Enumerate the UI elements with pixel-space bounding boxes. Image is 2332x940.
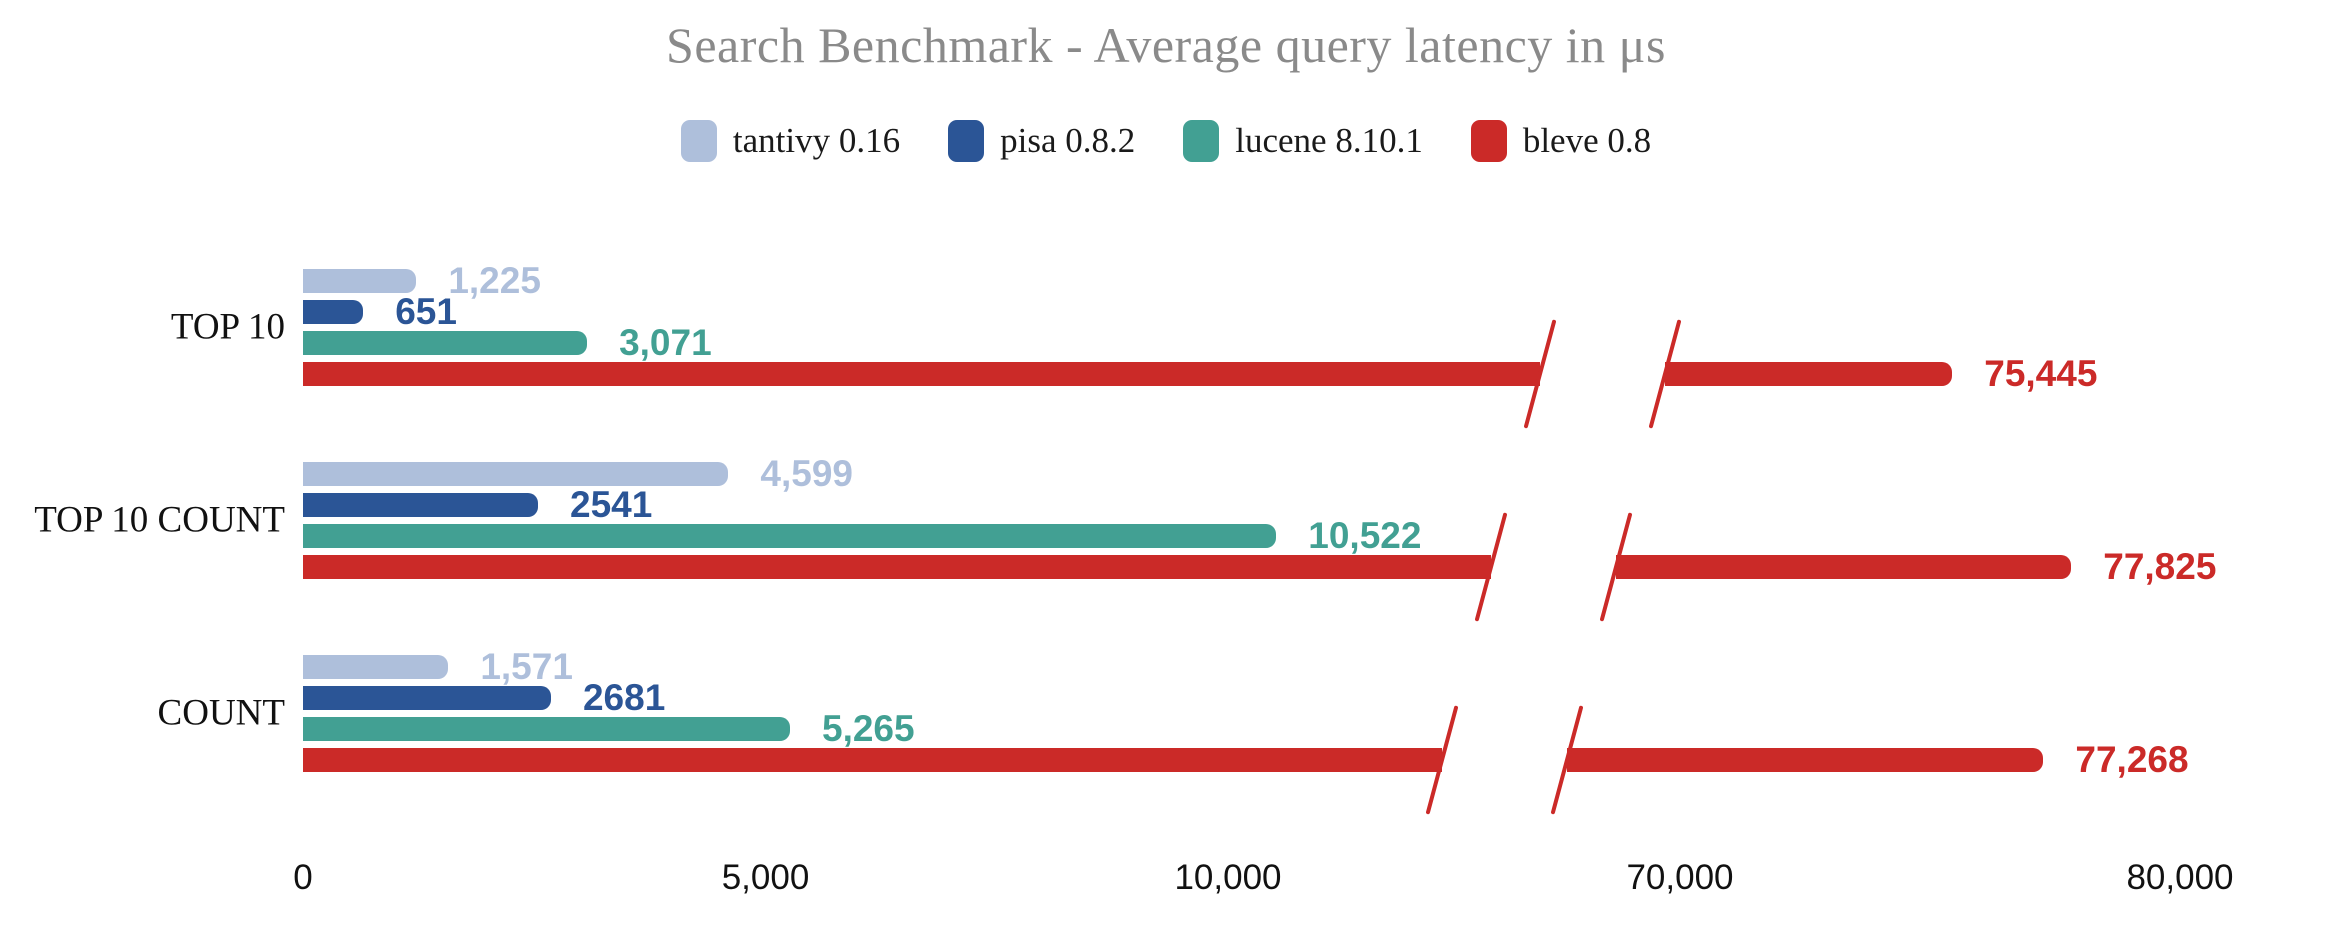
- value-label: 651: [395, 291, 457, 332]
- value-label: 2681: [582, 677, 666, 718]
- value-label: 77,825: [2103, 546, 2217, 587]
- bar-segment: [303, 748, 1442, 772]
- legend-label: tantivy 0.16: [732, 121, 901, 160]
- legend-label: bleve 0.8: [1522, 121, 1652, 160]
- x-axis-tick-label: 0: [293, 858, 313, 897]
- value-label: 5,265: [822, 708, 915, 749]
- bar-segment: [303, 269, 417, 293]
- legend: tantivy 0.16 pisa 0.8.2 lucene 8.10.1 bleve…: [0, 120, 2332, 162]
- value-label: 1,571: [480, 646, 573, 687]
- bar-segment: [303, 655, 449, 679]
- x-axis-tick-label: 80,000: [2126, 858, 2234, 897]
- legend-item-pisa: pisa 0.8.2: [948, 120, 1135, 162]
- chart-title: Search Benchmark - Average query latency…: [666, 17, 1666, 73]
- legend-swatch-icon: [1183, 120, 1220, 162]
- bar-segment: [1665, 362, 1953, 386]
- legend-item-lucene: lucene 8.10.1: [1183, 120, 1423, 162]
- bar-segment: [303, 362, 1540, 386]
- legend-label: pisa 0.8.2: [1000, 121, 1136, 160]
- value-label: 1,225: [448, 260, 541, 301]
- bar-segment: [303, 493, 539, 517]
- category-label: TOP 10: [170, 306, 285, 348]
- x-axis-tick-label: 70,000: [1626, 858, 1734, 897]
- bar-segment: [303, 331, 588, 355]
- x-axis-tick-label: 10,000: [1174, 858, 1282, 897]
- bar-segment: [1616, 555, 2072, 579]
- bar-segment: [303, 462, 729, 486]
- value-label: 77,268: [2075, 739, 2189, 780]
- category-label: COUNT: [157, 692, 285, 734]
- x-axis-tick-label: 5,000: [721, 858, 810, 897]
- bar-segment: [303, 524, 1277, 548]
- bar-segment: [303, 555, 1491, 579]
- bar-segment: [1567, 748, 2044, 772]
- bar-segment: [303, 717, 790, 741]
- bar-segment: [303, 300, 364, 324]
- value-label: 3,071: [619, 322, 712, 363]
- category-label: TOP 10 COUNT: [34, 499, 285, 541]
- bar-segment: [303, 686, 551, 710]
- value-label: 2541: [570, 484, 653, 525]
- legend-item-tantivy: tantivy 0.16: [680, 120, 901, 162]
- value-label: 4,599: [760, 453, 853, 494]
- legend-swatch-icon: [1470, 120, 1507, 162]
- legend-swatch-icon: [680, 120, 717, 162]
- legend-swatch-icon: [948, 120, 985, 162]
- value-label: 75,445: [1984, 353, 2098, 394]
- legend-label: lucene 8.10.1: [1235, 121, 1423, 160]
- legend-item-bleve: bleve 0.8: [1470, 120, 1652, 162]
- value-label: 10,522: [1308, 515, 1422, 556]
